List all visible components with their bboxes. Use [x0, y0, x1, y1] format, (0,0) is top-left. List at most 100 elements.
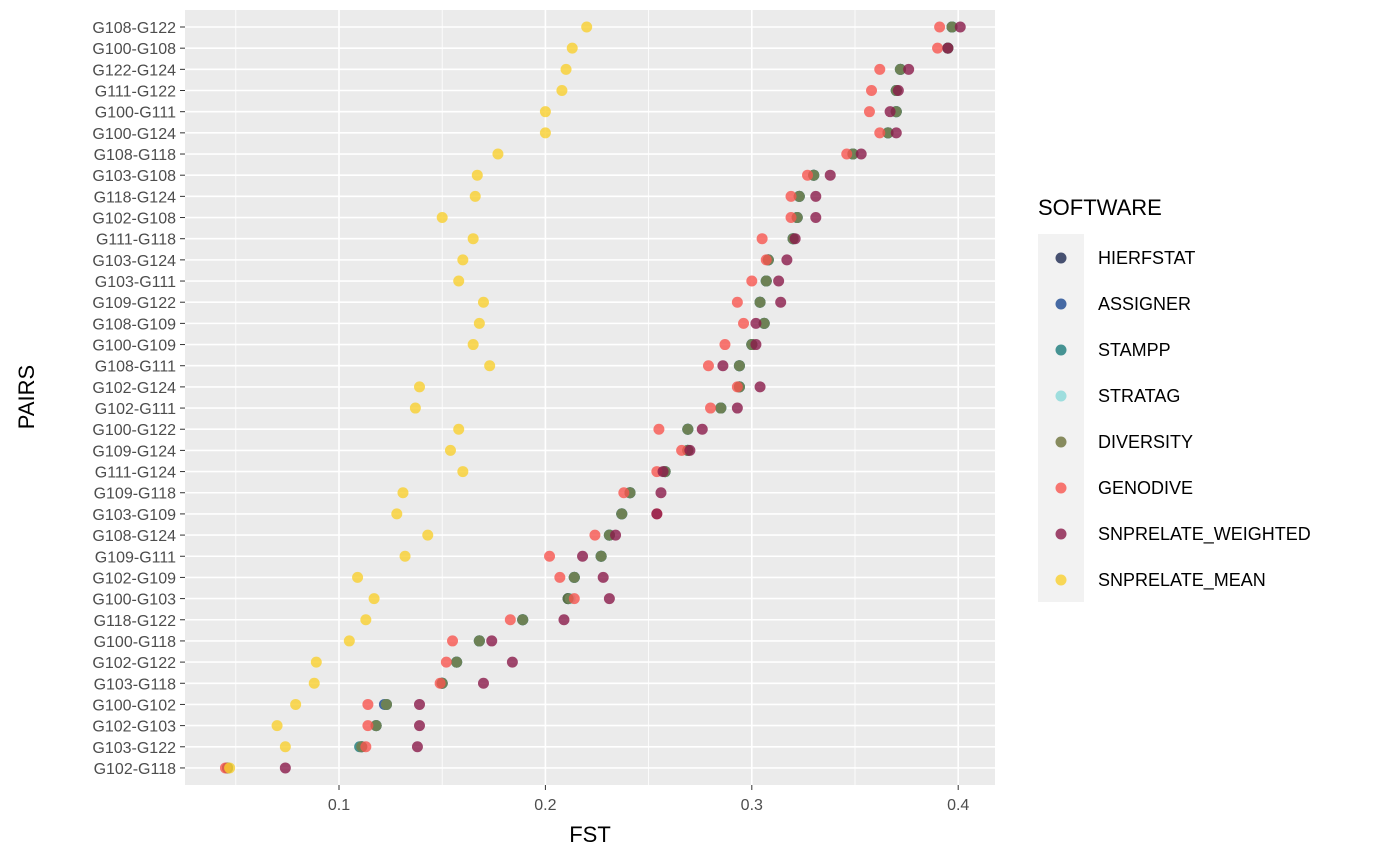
legend-label: SNPRELATE_WEIGHTED: [1098, 524, 1311, 545]
y-tick-label: G102-G111: [95, 401, 176, 418]
data-point: [310, 656, 322, 668]
data-point: [380, 698, 392, 710]
data-point: [653, 423, 665, 435]
y-tick-label: G102-G118: [94, 761, 177, 778]
x-tick-label: 0.4: [947, 797, 969, 814]
legend-label: ASSIGNER: [1098, 294, 1191, 314]
data-point: [719, 339, 731, 351]
y-tick-label: G111-G122: [95, 84, 176, 101]
data-point: [802, 169, 814, 181]
data-point: [890, 127, 902, 139]
data-point: [785, 190, 797, 202]
legend: SOFTWARE HIERFSTAT ASSIGNER STAMPP STRATAG D…: [1038, 195, 1311, 602]
data-point: [946, 21, 958, 33]
data-point: [715, 402, 727, 414]
data-point: [750, 339, 762, 351]
data-point: [618, 487, 630, 499]
data-point: [457, 254, 469, 266]
data-point: [477, 296, 489, 308]
data-point: [271, 720, 283, 732]
panel-background: [185, 10, 995, 785]
data-point: [874, 127, 886, 139]
y-tick-label: G102-G108: [92, 211, 176, 228]
y-tick-label: G100-G103: [92, 592, 176, 609]
data-point: [399, 550, 411, 562]
data-point: [754, 381, 766, 393]
legend-key: [1055, 252, 1067, 264]
data-point: [882, 127, 894, 139]
data-point: [568, 571, 580, 583]
data-point: [657, 466, 669, 478]
data-point: [409, 402, 421, 414]
data-point: [731, 402, 743, 414]
y-tick-label: G103-G118: [94, 676, 177, 693]
data-point: [932, 42, 944, 54]
data-point: [413, 720, 425, 732]
data-point: [544, 550, 556, 562]
legend-key: [1055, 298, 1067, 310]
legend-key: [1055, 574, 1067, 586]
data-point: [760, 254, 772, 266]
data-point: [484, 360, 496, 372]
y-tick-label: G102-G124: [92, 380, 176, 397]
data-point: [655, 487, 667, 499]
y-tick-label: G102-G122: [92, 655, 176, 672]
y-tick-label: G100-G118: [94, 634, 177, 651]
data-point: [413, 381, 425, 393]
legend-label: GENODIVE: [1098, 478, 1193, 498]
y-tick-label: G100-G122: [92, 422, 176, 439]
y-tick-label: G109-G111: [95, 549, 176, 566]
data-point: [343, 635, 355, 647]
grid-lines: [185, 10, 995, 785]
x-axis-title: FST: [569, 822, 611, 847]
data-point: [362, 720, 374, 732]
y-tick-label: G118-G124: [94, 189, 177, 206]
data-point: [841, 148, 853, 160]
data-point: [560, 63, 572, 75]
data-point: [903, 63, 915, 75]
data-point: [616, 508, 628, 520]
data-point: [473, 317, 485, 329]
data-point: [705, 402, 717, 414]
data-point: [440, 656, 452, 668]
data-point: [477, 677, 489, 689]
y-tick-label: G103-G108: [92, 168, 176, 185]
y-tick-label: G109-G122: [92, 295, 176, 312]
data-point: [539, 106, 551, 118]
y-axis-title: PAIRS: [14, 365, 39, 429]
legend-label: STRATAG: [1098, 386, 1180, 406]
data-point: [577, 550, 589, 562]
data-point: [362, 698, 374, 710]
y-tick-label: G103-G124: [92, 253, 176, 270]
data-point: [434, 677, 446, 689]
data-point: [758, 317, 770, 329]
y-tick-label: G100-G124: [92, 126, 176, 143]
y-tick-label: G103-G122: [92, 740, 176, 757]
data-point: [595, 550, 607, 562]
data-point: [224, 762, 236, 774]
data-point: [451, 656, 463, 668]
data-point: [279, 762, 291, 774]
data-point: [279, 741, 291, 753]
data-point: [504, 614, 516, 626]
series-snprelate-weighted: [279, 21, 966, 774]
y-tick-label: G103-G111: [95, 274, 176, 291]
data-point: [506, 656, 518, 668]
data-point: [447, 635, 459, 647]
data-point: [754, 296, 766, 308]
y-tick-label: G100-G111: [95, 105, 176, 122]
legend-key: [1055, 436, 1067, 448]
data-point: [894, 63, 906, 75]
x-axis: 0.1 0.2 0.3 0.4: [328, 785, 969, 814]
data-point: [651, 508, 663, 520]
legend-label: DIVERSITY: [1098, 432, 1193, 452]
data-point: [554, 571, 566, 583]
data-point: [473, 635, 485, 647]
data-point: [467, 339, 479, 351]
data-point: [773, 275, 785, 287]
data-point: [696, 423, 708, 435]
data-point: [863, 106, 875, 118]
data-point: [467, 233, 479, 245]
series-snprelate-mean: [224, 21, 593, 774]
data-point: [597, 571, 609, 583]
